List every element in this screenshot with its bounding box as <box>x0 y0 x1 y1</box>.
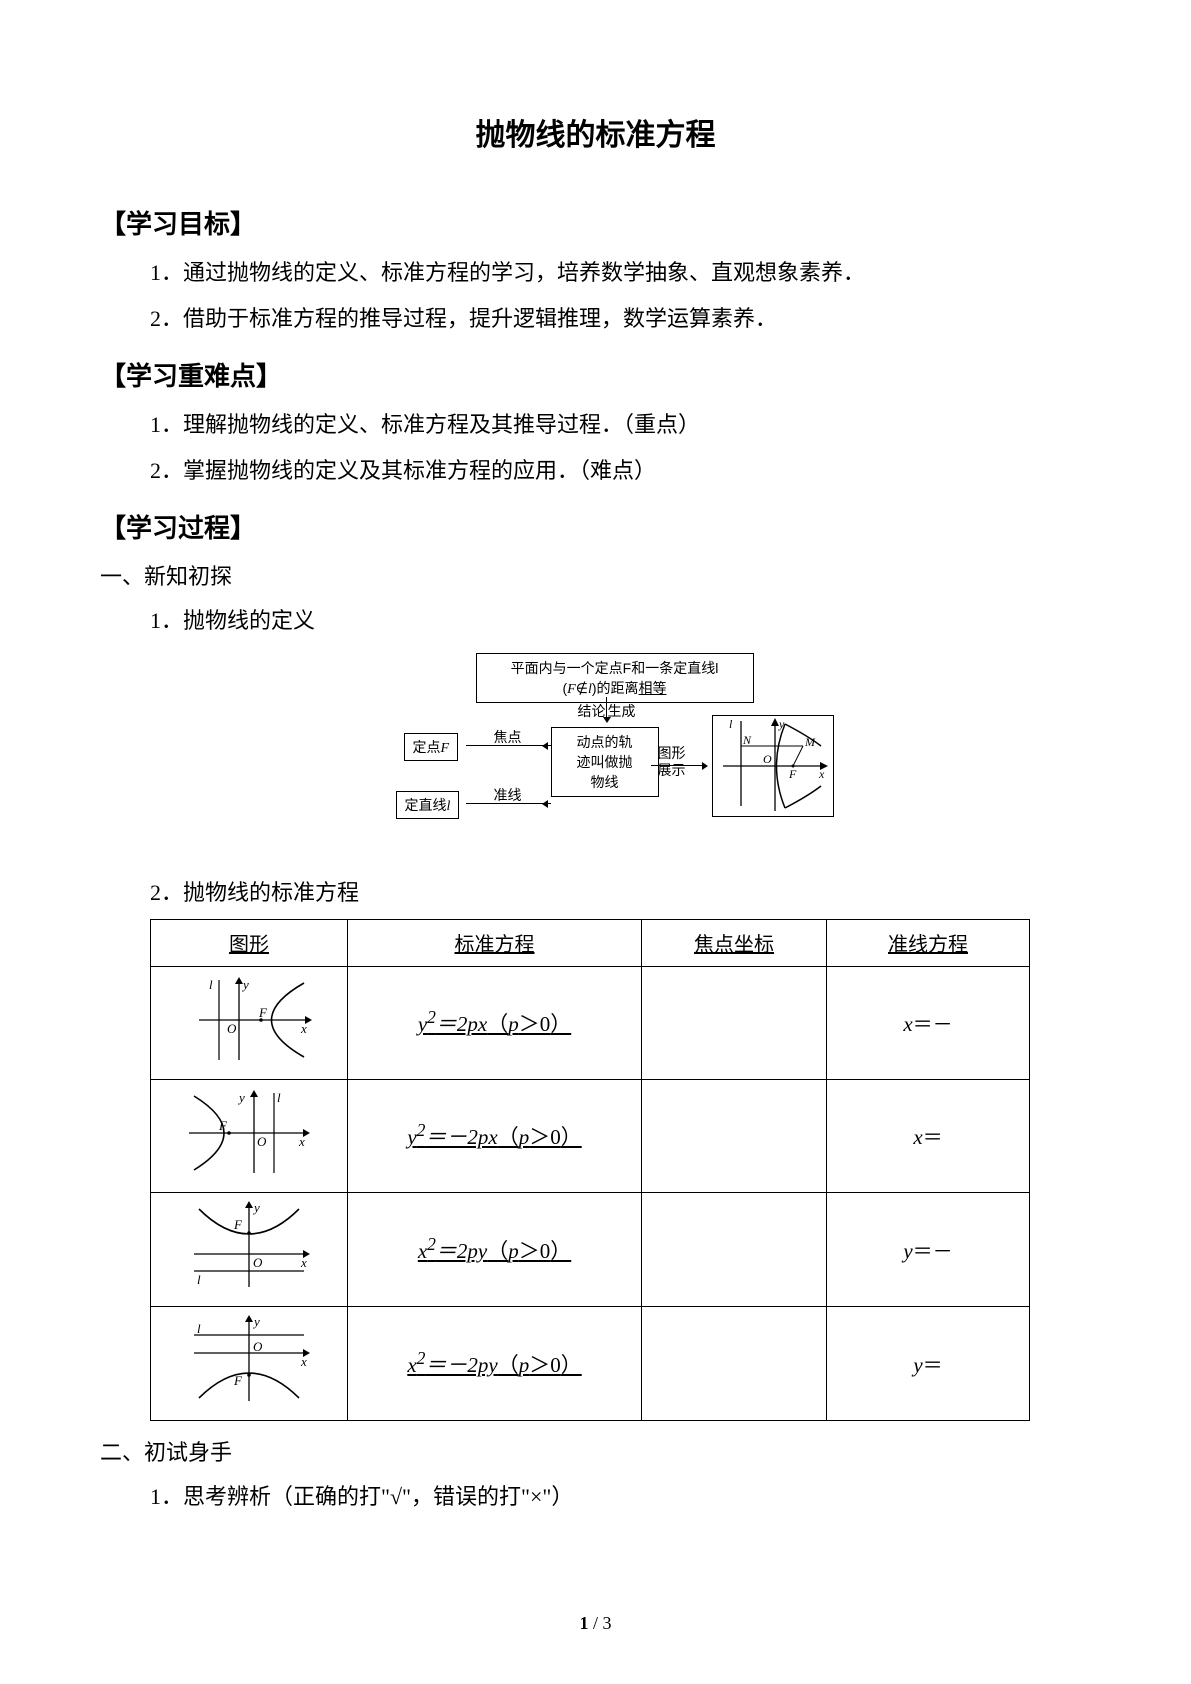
svg-text:y: y <box>237 1090 245 1105</box>
svg-text:l: l <box>729 717 733 731</box>
table-row: y l O x F x2＝－2py（p＞0） y＝ <box>151 1306 1030 1420</box>
svg-text:O: O <box>253 1255 263 1270</box>
focus-4 <box>642 1306 827 1420</box>
page: 抛物线的标准方程 【学习目标】 1．通过抛物线的定义、标准方程的学习，培养数学抽… <box>0 0 1191 1684</box>
fc-top-line2: (F∉l)的距离相等 <box>485 678 745 698</box>
std-eqn-heading: 2．抛物线的标准方程 <box>150 873 1091 913</box>
exercise-1: 1．思考辨析（正确的打"√"，错误的打"×"） <box>150 1477 1091 1517</box>
svg-text:F: F <box>233 1217 243 1232</box>
definition-flowchart: 平面内与一个定点F和一条定直线l (F∉l)的距离相等 结论生成 动点的轨 迹叫… <box>336 653 856 853</box>
fc-top-line1: 平面内与一个定点F和一条定直线l <box>485 658 745 678</box>
fc-directrix-text: 定直线l <box>405 797 451 813</box>
svg-text:F: F <box>233 1373 243 1388</box>
eq-4: x2＝－2py（p＞0） <box>347 1306 641 1420</box>
eq-3: x2＝2py（p＞0） <box>347 1192 641 1306</box>
fc-graph-label-1: 图形 <box>658 745 686 762</box>
graph-left: y l F O x <box>151 1079 348 1192</box>
table-row: l y O F x y2＝2px（p＞0） x＝－ <box>151 966 1030 1079</box>
goal-line-1: 1．通过抛物线的定义、标准方程的学习，培养数学抽象、直观想象素养． <box>150 253 1091 293</box>
svg-text:x: x <box>300 1021 307 1036</box>
fc-directrix-label: 准线 <box>494 785 522 805</box>
svg-text:y: y <box>252 1200 260 1215</box>
part2-title: 二、初试身手 <box>100 1435 1091 1467</box>
goal-line-2: 2．借助于标准方程的推导过程，提升逻辑推理，数学运算素养． <box>150 299 1091 339</box>
svg-text:y: y <box>778 717 785 731</box>
svg-text:O: O <box>763 752 772 766</box>
col-equation: 标准方程 <box>347 919 641 966</box>
svg-text:x: x <box>298 1134 305 1149</box>
fc-center-l3: 物线 <box>560 772 650 792</box>
svg-text:O: O <box>253 1339 263 1354</box>
svg-text:y: y <box>252 1314 260 1329</box>
fc-focus-label: 焦点 <box>494 727 522 747</box>
svg-text:O: O <box>257 1134 267 1149</box>
fc-directrix-box: 定直线l <box>396 791 460 819</box>
fc-fixed-point-text: 定点F <box>413 739 450 755</box>
fc-fixed-point-box: 定点F <box>404 733 459 761</box>
graph-up: y F O x l <box>151 1192 348 1306</box>
section-heading-keypoints: 【学习重难点】 <box>100 356 1091 393</box>
eq-2: y2＝－2px（p＞0） <box>347 1079 641 1192</box>
svg-text:F: F <box>218 1118 228 1133</box>
svg-text:M: M <box>804 735 816 749</box>
focus-1 <box>642 966 827 1079</box>
keypoint-line-2: 2．掌握抛物线的定义及其标准方程的应用．（难点） <box>150 451 1091 491</box>
svg-text:x: x <box>300 1255 307 1270</box>
dir-4: y＝ <box>827 1306 1030 1420</box>
eq-1: y2＝2px（p＞0） <box>347 966 641 1079</box>
svg-text:O: O <box>227 1021 237 1036</box>
svg-text:l: l <box>209 977 213 992</box>
fc-center-box: 动点的轨 迹叫做抛 物线 <box>551 727 659 797</box>
keypoint-line-1: 1．理解抛物线的定义、标准方程及其推导过程．（重点） <box>150 405 1091 445</box>
page-title: 抛物线的标准方程 <box>100 110 1091 154</box>
svg-text:F: F <box>788 767 797 781</box>
equation-table: 图形 标准方程 焦点坐标 准线方程 l y <box>150 919 1030 1421</box>
col-graph: 图形 <box>151 919 348 966</box>
graph-right: l y O F x <box>151 966 348 1079</box>
focus-2 <box>642 1079 827 1192</box>
table-row: y F O x l x2＝2py（p＞0） y＝－ <box>151 1192 1030 1306</box>
focus-3 <box>642 1192 827 1306</box>
table-header-row: 图形 标准方程 焦点坐标 准线方程 <box>151 919 1030 966</box>
fc-arrow-label: 结论生成 <box>578 701 636 721</box>
svg-text:N: N <box>742 733 752 747</box>
part1-title: 一、新知初探 <box>100 559 1091 591</box>
fc-top-box: 平面内与一个定点F和一条定直线l (F∉l)的距离相等 <box>476 653 754 703</box>
graph-down: y l O x F <box>151 1306 348 1420</box>
page-sep: / <box>588 1613 602 1633</box>
svg-text:l: l <box>197 1272 201 1287</box>
mini-graph-svg: l y N M O F x <box>713 716 833 816</box>
dir-3: y＝－ <box>827 1192 1030 1306</box>
svg-text:l: l <box>277 1090 281 1105</box>
svg-text:x: x <box>818 767 825 781</box>
page-number: 1 / 3 <box>0 1613 1191 1634</box>
page-total: 3 <box>603 1613 612 1633</box>
col-focus: 焦点坐标 <box>642 919 827 966</box>
fc-center-l2: 迹叫做抛 <box>560 752 650 772</box>
fc-mini-graph: l y N M O F x <box>712 715 834 817</box>
svg-text:x: x <box>300 1354 307 1369</box>
dir-1: x＝－ <box>827 966 1030 1079</box>
section-heading-goals: 【学习目标】 <box>100 204 1091 241</box>
fc-center-l1: 动点的轨 <box>560 732 650 752</box>
fc-graph-label: 图形 展示 <box>658 745 686 779</box>
table-row: y l F O x y2＝－2px（p＞0） x＝ <box>151 1079 1030 1192</box>
section-heading-process: 【学习过程】 <box>100 508 1091 545</box>
svg-text:F: F <box>258 1005 268 1020</box>
fc-graph-label-2: 展示 <box>658 762 686 779</box>
svg-text:l: l <box>197 1321 201 1336</box>
dir-2: x＝ <box>827 1079 1030 1192</box>
svg-text:y: y <box>241 977 249 992</box>
definition-heading: 1．抛物线的定义 <box>150 601 1091 641</box>
col-directrix: 准线方程 <box>827 919 1030 966</box>
